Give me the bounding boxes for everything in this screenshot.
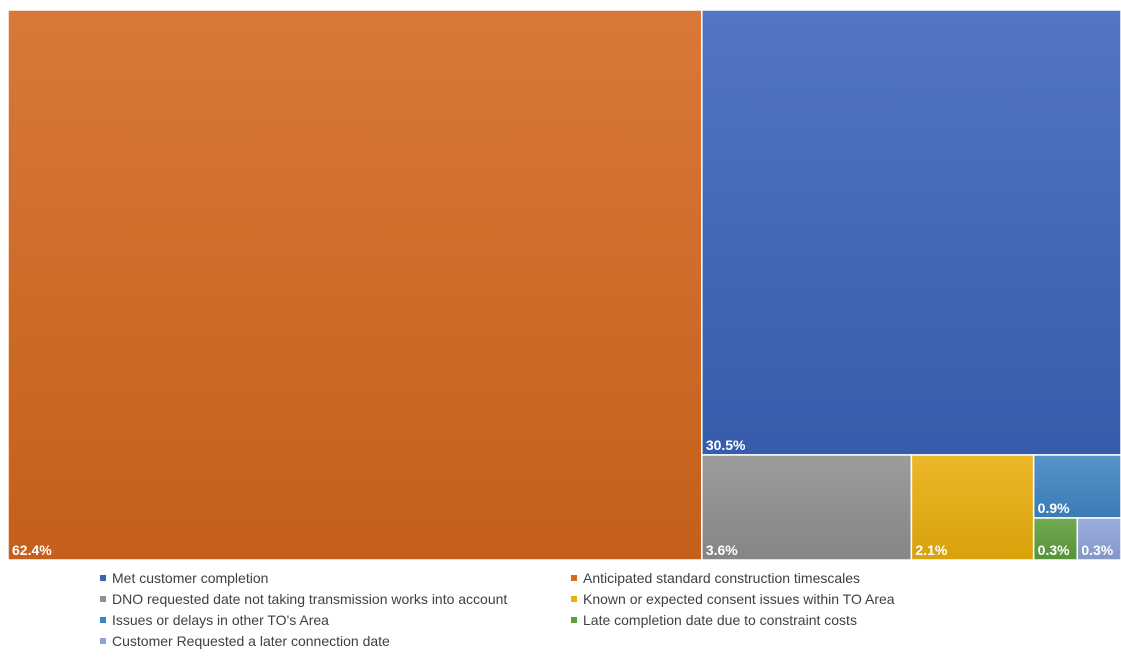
legend-swatch — [571, 596, 577, 603]
legend-item: Customer Requested a later connection da… — [100, 632, 390, 650]
legend-label: Customer Requested a later connection da… — [112, 633, 390, 649]
tile-value-label: 62.4% — [12, 542, 52, 558]
tile-value-label: 30.5% — [706, 437, 746, 453]
treemap-tile — [1076, 517, 1121, 561]
legend-label: Issues or delays in other TO's Area — [112, 612, 329, 628]
legend-label: DNO requested date not taking transmissi… — [112, 591, 508, 607]
treemap-tile — [7, 9, 703, 561]
legend-swatch — [100, 575, 106, 582]
legend-label: Late completion date due to constraint c… — [583, 612, 857, 628]
tile-value-label: 3.6% — [706, 542, 738, 558]
tile-value-label: 0.3% — [1081, 542, 1113, 558]
legend-swatch — [100, 596, 106, 603]
legend-item: Known or expected consent issues within … — [571, 590, 895, 608]
legend-label: Met customer completion — [112, 570, 269, 586]
legend-swatch — [100, 638, 106, 645]
tile-value-label: 0.9% — [1038, 500, 1070, 516]
legend-swatch — [571, 617, 577, 624]
tile-value-label: 0.3% — [1038, 542, 1070, 558]
legend-label: Known or expected consent issues within … — [583, 591, 895, 607]
treemap-chart: 62.4% 30.5% 3.6% 2.1% 0.9% 0.3% 0.3% — [7, 9, 1121, 561]
legend-label: Anticipated standard construction timesc… — [583, 570, 861, 586]
tile-value-label: 2.1% — [915, 542, 947, 558]
legend-item: DNO requested date not taking transmissi… — [100, 590, 507, 608]
treemap-tile — [910, 454, 1035, 561]
treemap-tile — [1032, 454, 1121, 519]
treemap-tile — [701, 9, 1121, 456]
legend-swatch — [100, 617, 106, 624]
legend: Met customer completion Anticipated stand… — [0, 566, 1121, 664]
legend-item: Anticipated standard construction timesc… — [571, 569, 860, 587]
legend-item: Met customer completion — [100, 569, 268, 587]
legend-swatch — [571, 575, 577, 582]
treemap-tile — [701, 454, 913, 561]
legend-item: Issues or delays in other TO's Area — [100, 611, 329, 629]
legend-item: Late completion date due to constraint c… — [571, 611, 857, 629]
